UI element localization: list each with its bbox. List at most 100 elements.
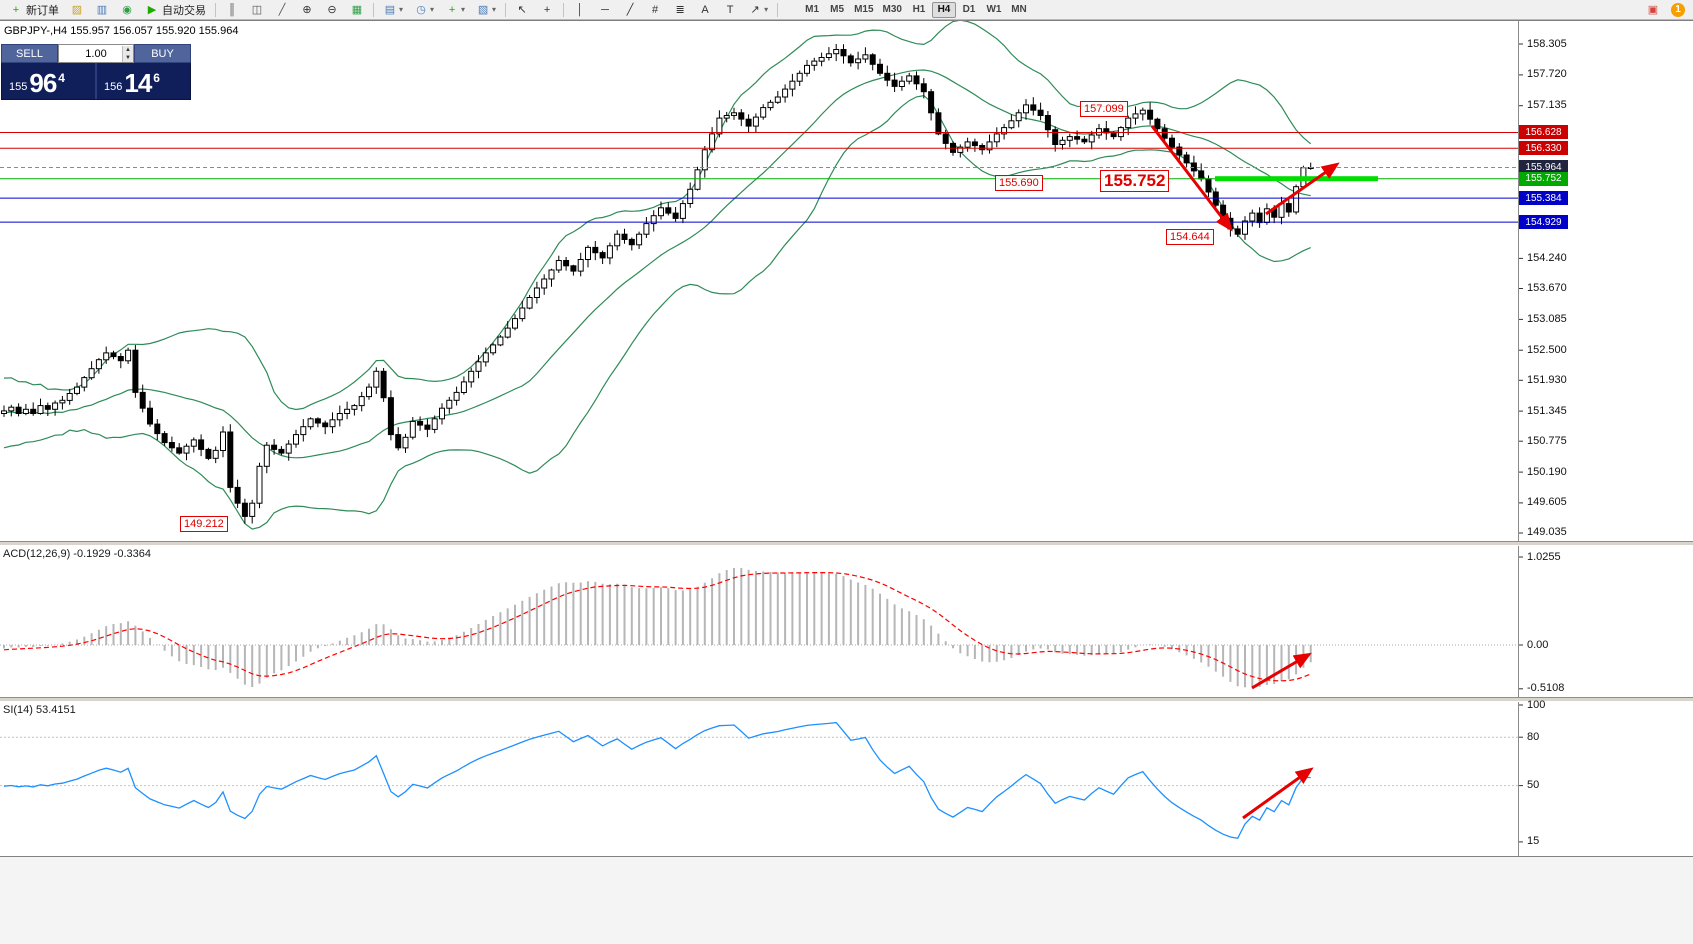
text-label-icon: T	[726, 3, 734, 16]
candlestick-chart-icon: ◫	[251, 3, 263, 16]
zoom-out-icon: ⊖	[327, 3, 337, 16]
toolbar: + 新订单 ▨ ▥ ◉ ▶ 自动交易 ║ ◫ ╱ ⊕ ⊖ ▦ ▤ ▾ ◷ ▾ + ▾ ▧ ▾ ↖ + │ ─ ╱ # ≣ A T ↗ ▾ M1 M…	[0, 0, 1693, 20]
timeframe-h1[interactable]: H1	[912, 4, 926, 15]
buy-button[interactable]: BUY	[134, 44, 191, 63]
line-chart-button[interactable]: ╱	[270, 1, 294, 19]
autotrading-button[interactable]: ▶ 自动交易	[140, 1, 211, 19]
price-tag: 155.752	[1519, 171, 1568, 186]
price-tag: 154.929	[1519, 215, 1568, 230]
timeframe-toolbar: M1 M5 M15 M30 H1 H4 D1 W1 MN	[800, 1, 1031, 18]
data-window-icon: ▥	[96, 3, 108, 16]
data-window-button[interactable]: ▥	[90, 1, 114, 19]
line-chart-icon: ╱	[278, 3, 286, 16]
templates-button[interactable]: ▧ ▾	[471, 1, 501, 19]
new-chart-icon: ▤	[384, 3, 396, 16]
horizontal-line-button[interactable]: ─	[593, 1, 617, 19]
text-icon: A	[701, 3, 709, 16]
price-tick-label: 153.085	[1527, 312, 1567, 325]
rsi-tick-label: 50	[1527, 779, 1540, 792]
macd-indicator-label: ACD(12,26,9) -0.1929 -0.3364	[3, 548, 151, 560]
toolbar-right: ▣ 1	[1641, 1, 1689, 19]
new-chart-button[interactable]: ▤ ▾	[378, 1, 408, 19]
timeframe-m30[interactable]: M30	[882, 4, 902, 15]
price-tick-label: 151.345	[1527, 404, 1567, 417]
sell-price[interactable]: 155 96 4	[2, 63, 95, 99]
new-order-icon: +	[12, 3, 20, 16]
volume-field[interactable]: 1.00 ▲ ▼	[58, 44, 134, 63]
community-button[interactable]: ◉	[115, 1, 139, 19]
new-order-button-label: 新订单	[26, 4, 59, 17]
macd-tick-label: 1.0255	[1527, 550, 1561, 563]
price-tick-label: 158.305	[1527, 37, 1567, 50]
arrows-button[interactable]: ↗ ▾	[743, 1, 773, 19]
indicators-icon: +	[448, 3, 456, 16]
crosshair-button[interactable]: +	[535, 1, 559, 19]
trendline-button[interactable]: ╱	[618, 1, 642, 19]
price-annotation[interactable]: 149.212	[180, 516, 228, 532]
toolbar-separator	[505, 2, 507, 17]
price-divider	[95, 63, 97, 99]
price-annotation[interactable]: 154.644	[1166, 229, 1214, 245]
rsi-tick-label: 100	[1527, 698, 1546, 711]
price-annotation[interactable]: 157.099	[1080, 101, 1128, 117]
panel-divider-macd[interactable]	[0, 541, 1693, 546]
zoom-out-button[interactable]: ⊖	[320, 1, 344, 19]
new-order-button[interactable]: + 新订单	[4, 1, 64, 19]
rsi-indicator-label: SI(14) 53.4151	[3, 704, 76, 716]
templates-icon: ▧	[477, 3, 489, 16]
profiles-button[interactable]: ◷ ▾	[409, 1, 439, 19]
price-annotation[interactable]: 155.752	[1100, 170, 1170, 192]
zoom-in-button[interactable]: ⊕	[295, 1, 319, 19]
price-tag: 155.964	[1519, 160, 1568, 175]
price-tick-label: 157.720	[1527, 68, 1567, 81]
price-annotation[interactable]: 155.690	[995, 175, 1043, 191]
tile-windows-icon: ▦	[351, 3, 363, 16]
volume-down-button[interactable]: ▼	[122, 53, 133, 62]
volume-up-button[interactable]: ▲	[122, 45, 133, 54]
price-tick-label: 153.670	[1527, 281, 1567, 294]
symbol-ohlc-info: GBPJPY-,H4 155.957 156.057 155.920 155.9…	[4, 25, 239, 37]
timeframe-h4[interactable]: H4	[931, 1, 956, 18]
sell-button[interactable]: SELL	[1, 44, 58, 63]
volume-value: 1.00	[85, 47, 107, 60]
arrows-icon: ↗	[750, 3, 760, 16]
fibonacci-button[interactable]: ≣	[668, 1, 692, 19]
buy-price-big: 14	[124, 68, 152, 98]
bar-chart-button[interactable]: ║	[220, 1, 244, 19]
price-tag: 155.384	[1519, 191, 1568, 206]
cursor-button[interactable]: ↖	[510, 1, 534, 19]
toolbar-separator	[215, 2, 216, 17]
buy-price[interactable]: 156 14 6	[97, 63, 190, 99]
notifications-badge[interactable]: 1	[1671, 2, 1685, 17]
candlestick-chart-button[interactable]: ◫	[245, 1, 269, 19]
panel-divider-rsi[interactable]	[0, 697, 1693, 702]
timeframe-m1[interactable]: M1	[805, 4, 820, 15]
timeframe-mn[interactable]: MN	[1011, 4, 1027, 15]
price-tag: 156.330	[1519, 141, 1568, 156]
timeframe-m15[interactable]: M15	[854, 4, 874, 15]
community-chat-button[interactable]: ▣	[1641, 1, 1665, 19]
timeframe-w1[interactable]: W1	[986, 4, 1002, 15]
vertical-line-button[interactable]: │	[568, 1, 592, 19]
timeframe-d1[interactable]: D1	[962, 4, 976, 15]
chevron-down-icon: ▾	[461, 5, 466, 14]
price-tick-label: 149.605	[1527, 496, 1567, 509]
macd-tick-label: 0.00	[1527, 638, 1549, 651]
fibonacci-icon: ≣	[675, 3, 685, 16]
price-tick-label: 152.500	[1527, 343, 1567, 356]
indicators-button[interactable]: + ▾	[440, 1, 470, 19]
metaeditor-button[interactable]: ▨	[65, 1, 89, 19]
time-axis[interactable]: Sep 202124 Sep 16:0028 Sep 00:0029 Sep 0…	[0, 856, 1693, 944]
chat-icon: ▣	[1647, 3, 1659, 16]
timeframe-m5[interactable]: M5	[830, 4, 845, 15]
text-label-button[interactable]: T	[718, 1, 742, 19]
tile-windows-button[interactable]: ▦	[345, 1, 369, 19]
channel-button[interactable]: #	[643, 1, 667, 19]
chevron-down-icon: ▾	[492, 5, 497, 14]
sell-price-big: 96	[29, 68, 57, 98]
channel-icon: #	[652, 3, 659, 16]
text-button[interactable]: A	[693, 1, 717, 19]
sell-price-prefix: 155	[9, 81, 28, 93]
